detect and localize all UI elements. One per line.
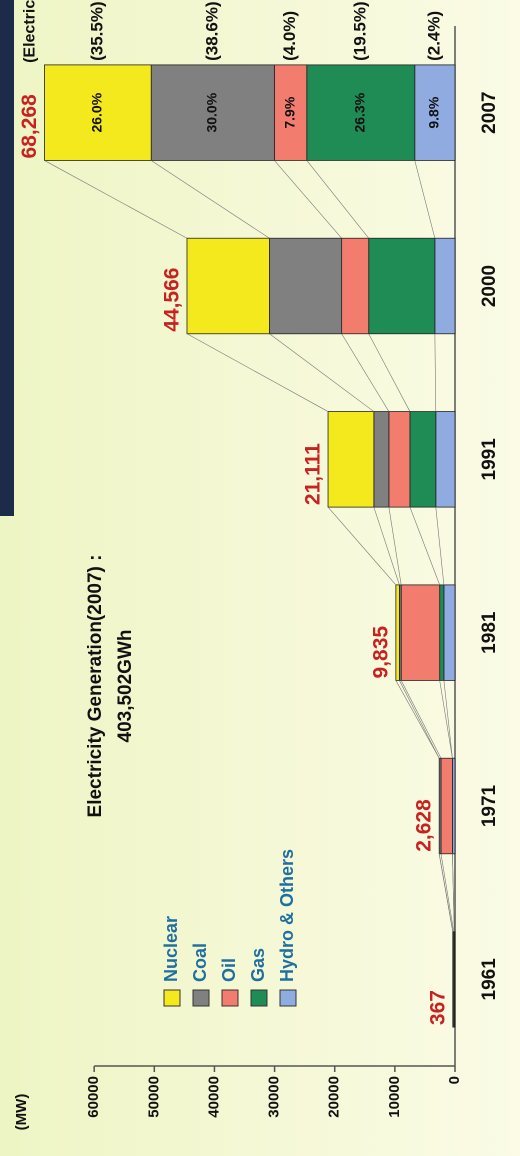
share-label: 9.8% (426, 96, 442, 128)
connector (400, 680, 442, 759)
bar-segment (439, 584, 445, 681)
total-label: 44,566 (161, 268, 184, 332)
bar-segment (452, 931, 455, 1028)
connector (443, 680, 453, 759)
connector (274, 160, 342, 239)
legend-swatch (250, 989, 268, 1007)
connector (306, 160, 369, 239)
share-label: 30.0% (203, 92, 219, 132)
legend-label: Coal (190, 943, 210, 982)
generation-share-label: (35.5%) (87, 1, 106, 61)
legend-swatch (279, 989, 297, 1007)
total-label: 2,628 (413, 799, 436, 852)
bar-segment (438, 757, 442, 855)
share-label: 26.3% (351, 92, 367, 132)
generation-share-label: (19.5%) (350, 1, 369, 61)
bar-segment (435, 411, 456, 508)
legend-swatch (221, 989, 239, 1007)
y-axis-label: (MW) (13, 1094, 30, 1131)
bar-segment (395, 584, 400, 681)
bar-segment (443, 584, 456, 681)
generation-share-label: (4.0%) (280, 11, 299, 61)
connector (395, 680, 440, 759)
y-tick-label: 0 (446, 1076, 463, 1084)
legend-swatch (163, 989, 181, 1007)
connector (269, 333, 375, 412)
x-tick-label: 1991 (479, 438, 500, 481)
connector (368, 333, 411, 412)
bar-segment (400, 584, 441, 681)
legend-label: Oil (219, 958, 239, 982)
y-tick-label: 40000 (205, 1076, 222, 1118)
legend-label: Nuclear (161, 916, 181, 982)
generation-share-label: (38.6%) (202, 1, 221, 61)
connector (399, 680, 440, 759)
bar-segment (44, 64, 152, 161)
x-tick-label: 1981 (479, 611, 500, 654)
connector (439, 680, 453, 759)
connector (373, 507, 400, 585)
connector (341, 333, 390, 412)
bar-segment (373, 411, 390, 508)
total-label: 68,268 (18, 94, 41, 159)
connector (438, 853, 454, 932)
y-tick-label: 20000 (326, 1076, 343, 1118)
connector (186, 333, 329, 412)
total-label: 367 (426, 990, 449, 1025)
bar-segment (409, 411, 437, 508)
y-tick-label: 10000 (386, 1076, 403, 1118)
y-tick-label: 30000 (266, 1076, 283, 1118)
connector (151, 160, 270, 239)
bar-segment (186, 237, 270, 335)
connector (327, 506, 397, 586)
bar-segment (269, 237, 343, 335)
y-tick-label: 60000 (85, 1076, 102, 1118)
x-tick-label: 1961 (479, 958, 500, 1001)
subtitle: 403,502GWh (115, 630, 136, 743)
bar-segment (388, 411, 411, 508)
bar-segment (341, 237, 370, 335)
total-label: 9,835 (369, 626, 392, 679)
bar-segment (434, 237, 456, 335)
bar-segment (368, 237, 436, 335)
connector (452, 853, 455, 932)
connector (44, 160, 188, 239)
x-tick-label: 1971 (479, 784, 500, 827)
share-label: 7.9% (281, 96, 297, 128)
connector (409, 507, 440, 585)
x-tick-label: 2007 (479, 92, 500, 134)
connector (388, 507, 402, 585)
connector (434, 333, 437, 412)
legend-swatch (192, 989, 210, 1007)
x-tick-label: 2000 (479, 265, 500, 307)
share-label: 26.0% (89, 92, 105, 132)
total-label: 21,111 (302, 443, 325, 505)
bar-segment (327, 411, 375, 508)
legend-label: Gas (248, 948, 268, 982)
connector (414, 160, 436, 239)
connector (440, 853, 454, 932)
legend-label: Hydro & Others (277, 849, 297, 982)
bar-segment (440, 757, 453, 855)
header-strip (0, 0, 14, 516)
generation-header: (Electricity) (22, 0, 39, 63)
y-tick-label: 50000 (145, 1076, 162, 1118)
generation-share-label: (2.4%) (424, 11, 443, 61)
connector (435, 507, 445, 585)
title: Electricity Generation(2007) : (85, 555, 106, 818)
